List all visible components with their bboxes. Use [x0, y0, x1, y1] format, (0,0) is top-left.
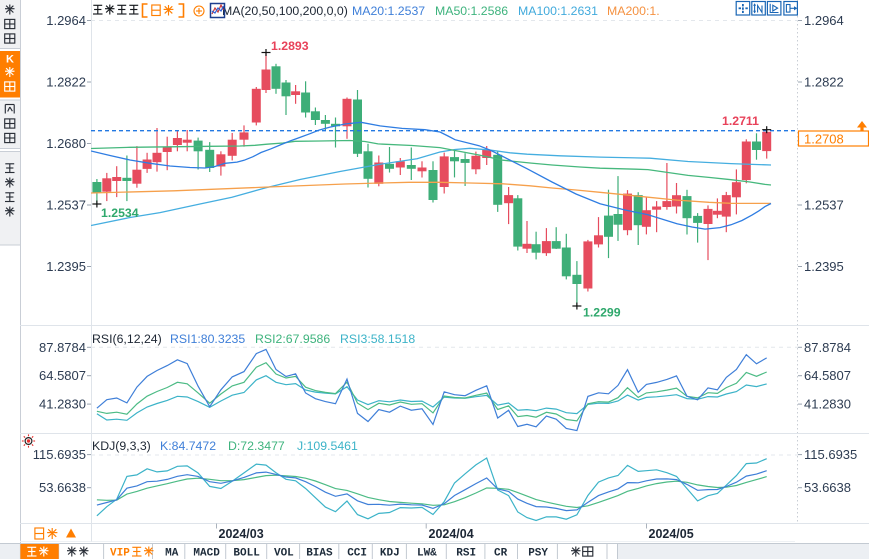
svg-text:RSI3:58.1518: RSI3:58.1518: [340, 332, 415, 346]
svg-text:2024/03: 2024/03: [219, 527, 264, 541]
svg-text:CR: CR: [494, 548, 508, 559]
svg-text:KDJ: KDJ: [380, 548, 400, 559]
svg-text:115.6935: 115.6935: [804, 447, 857, 462]
svg-text:MA50:1.2586: MA50:1.2586: [435, 4, 508, 18]
svg-text:D:72.3477: D:72.3477: [228, 439, 285, 453]
svg-text:1.2299: 1.2299: [583, 306, 621, 320]
svg-text:LW&: LW&: [417, 548, 437, 559]
svg-text:MACD: MACD: [193, 548, 220, 559]
svg-text:87.8784: 87.8784: [804, 340, 851, 355]
svg-text:41.2830: 41.2830: [39, 397, 86, 412]
svg-text:J:109.5461: J:109.5461: [297, 439, 358, 453]
svg-text:41.2830: 41.2830: [804, 397, 851, 412]
svg-text:1.2822: 1.2822: [804, 75, 844, 90]
svg-text:1.2708: 1.2708: [804, 132, 844, 147]
svg-text:1.2395: 1.2395: [46, 259, 86, 274]
svg-text:K: K: [6, 54, 14, 66]
svg-text:RSI: RSI: [456, 548, 476, 559]
svg-text:MA100:1.2631: MA100:1.2631: [518, 4, 598, 18]
svg-text:MA200:1.: MA200:1.: [607, 4, 660, 18]
svg-text:RSI1:80.3235: RSI1:80.3235: [170, 332, 245, 346]
svg-text:2024/04: 2024/04: [429, 527, 474, 541]
svg-text:RSI2:67.9586: RSI2:67.9586: [255, 332, 330, 346]
svg-text:VOL: VOL: [274, 548, 294, 559]
svg-text:1.2537: 1.2537: [46, 198, 86, 213]
svg-text:1.2893: 1.2893: [271, 39, 309, 53]
svg-text:CCI: CCI: [347, 548, 367, 559]
svg-text:RSI(6,12,24): RSI(6,12,24): [92, 332, 162, 346]
svg-text:53.6638: 53.6638: [39, 480, 86, 495]
svg-text:BOLL: BOLL: [233, 548, 260, 559]
svg-text:K:84.7472: K:84.7472: [160, 439, 216, 453]
svg-text:53.6638: 53.6638: [804, 480, 851, 495]
svg-text:1.2680: 1.2680: [46, 136, 86, 151]
svg-text:MA(20,50,100,200,0,0): MA(20,50,100,200,0,0): [222, 4, 348, 18]
svg-text:MA20:1.2537: MA20:1.2537: [352, 4, 425, 18]
svg-text:87.8784: 87.8784: [39, 340, 86, 355]
svg-text:1.2537: 1.2537: [804, 198, 844, 213]
svg-text:1.2964: 1.2964: [46, 13, 86, 28]
svg-text:VIP: VIP: [110, 548, 130, 559]
svg-text:1.2395: 1.2395: [804, 259, 844, 274]
svg-text:64.5807: 64.5807: [39, 368, 86, 383]
svg-text:115.6935: 115.6935: [33, 447, 86, 462]
svg-text:1.2822: 1.2822: [46, 75, 86, 90]
svg-text:1.2964: 1.2964: [804, 13, 844, 28]
svg-text:2024/05: 2024/05: [649, 527, 694, 541]
svg-text:1.2711: 1.2711: [722, 114, 759, 128]
svg-text:MA: MA: [165, 548, 179, 559]
svg-text:1.2534: 1.2534: [101, 206, 139, 220]
svg-text:BIAS: BIAS: [306, 548, 333, 559]
svg-text:64.5807: 64.5807: [804, 368, 851, 383]
svg-text:KDJ(9,3,3): KDJ(9,3,3): [92, 439, 151, 453]
svg-text:PSY: PSY: [528, 548, 548, 559]
